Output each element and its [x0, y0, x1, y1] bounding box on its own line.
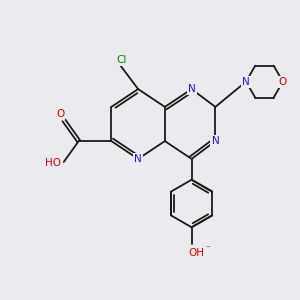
Text: O: O [56, 109, 64, 119]
Text: OH: OH [188, 248, 204, 257]
Text: ⁻: ⁻ [206, 244, 210, 253]
Text: N: N [242, 76, 250, 87]
Text: Cl: Cl [117, 55, 127, 65]
Text: N: N [188, 84, 196, 94]
Text: N: N [134, 154, 142, 164]
Text: N: N [212, 136, 219, 146]
Text: O: O [279, 76, 287, 87]
Text: HO: HO [44, 158, 61, 168]
